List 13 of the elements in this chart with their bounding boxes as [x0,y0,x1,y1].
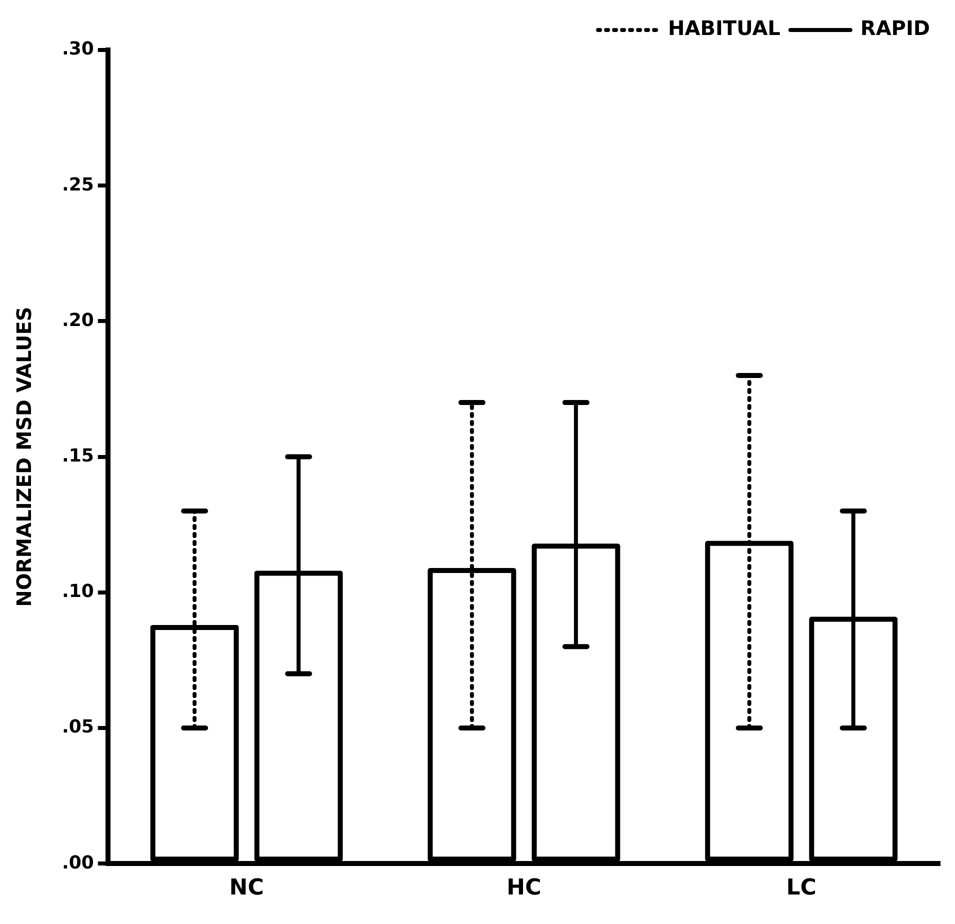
x-tick-label: LC [786,876,816,901]
y-tick-label: .10 [62,581,94,602]
legend-label: HABITUAL [668,16,781,40]
y-tick-label: .00 [62,852,94,874]
y-tick-label: .05 [62,716,94,738]
y-tick-label: .30 [62,38,94,60]
y-tick-label: .25 [62,174,94,196]
y-tick-label: .20 [62,310,94,331]
legend-label: RAPID [860,16,930,40]
x-tick-label: HC [506,876,542,901]
y-axis-title: NORMALIZED MSD VALUES [12,306,36,607]
y-tick-label: .15 [62,445,94,466]
x-tick-label: NC [229,876,264,901]
